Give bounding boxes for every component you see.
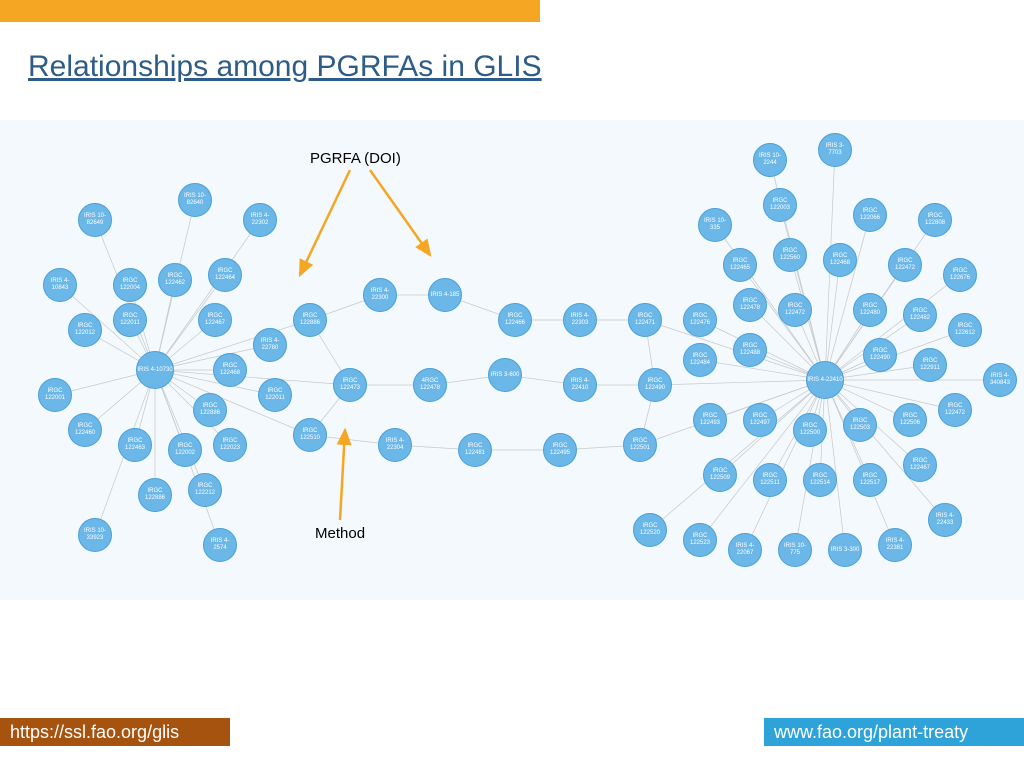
network-node: IRGC 122212 bbox=[188, 473, 222, 507]
network-node: IRGC 122500 bbox=[793, 413, 827, 447]
network-node: IRIS 10-33923 bbox=[78, 518, 112, 552]
network-node: IRGC 122472 bbox=[938, 393, 972, 427]
network-node: IRGC 122503 bbox=[843, 408, 877, 442]
network-node: IRGC 122676 bbox=[943, 258, 977, 292]
network-node: IRIS 10-335 bbox=[698, 208, 732, 242]
network-node: IRGC 122463 bbox=[118, 428, 152, 462]
network-node: IRIS 4-22381 bbox=[878, 528, 912, 562]
network-node: IRGC 122490 bbox=[638, 368, 672, 402]
footer-right-url: www.fao.org/plant-treaty bbox=[764, 718, 1024, 746]
network-node: IRGC 122001 bbox=[38, 378, 72, 412]
network-node: IRGC 122484 bbox=[683, 343, 717, 377]
network-node: IRGC 122468 bbox=[823, 243, 857, 277]
network-node: 4RGC 122478 bbox=[413, 368, 447, 402]
network-node: IRGC 122460 bbox=[68, 413, 102, 447]
network-node: IRIS 10-82649 bbox=[78, 203, 112, 237]
network-node: IRGC 122497 bbox=[743, 403, 777, 437]
network-node: IRGC 122480 bbox=[853, 293, 887, 327]
network-node: IRIS 4-22410 bbox=[563, 368, 597, 402]
network-node: IRIS 10-775 bbox=[778, 533, 812, 567]
network-node: IRIS 4-10730 bbox=[136, 351, 174, 389]
network-node: IRGC 122472 bbox=[888, 248, 922, 282]
network-node: IRGC 122471 bbox=[628, 303, 662, 337]
network-node: IRIS 4-22302 bbox=[243, 203, 277, 237]
network-node: IRGC 122012 bbox=[68, 313, 102, 347]
annotation-label: Method bbox=[315, 525, 365, 542]
network-node: IRIS 4-22300 bbox=[363, 278, 397, 312]
network-node: IRGC 122493 bbox=[693, 403, 727, 437]
network-node: IRIS 4-10843 bbox=[43, 268, 77, 302]
network-node: IRGC 122501 bbox=[623, 428, 657, 462]
network-node: IRGC 122510 bbox=[293, 418, 327, 452]
network-node: IRGC 122466 bbox=[498, 303, 532, 337]
network-node: IRGC 122002 bbox=[168, 433, 202, 467]
network-node: IRGC 122514 bbox=[803, 463, 837, 497]
network-node: IRGC 122481 bbox=[458, 433, 492, 467]
network-node: IRGC 122495 bbox=[543, 433, 577, 467]
network-node: IRGC 122488 bbox=[733, 333, 767, 367]
network-node: IRGC 122023 bbox=[213, 428, 247, 462]
network-node: IRIS 3-300 bbox=[828, 533, 862, 567]
network-node: IRGC 122509 bbox=[703, 458, 737, 492]
network-node: IRGC 122520 bbox=[633, 513, 667, 547]
network-node: IRIS 4-185 bbox=[428, 278, 462, 312]
network-node: IRIS 4-22303 bbox=[563, 303, 597, 337]
network-node: IRGC 122511 bbox=[753, 463, 787, 497]
network-node: IRIS 10-2244 bbox=[753, 143, 787, 177]
network-node: IRGC 122465 bbox=[723, 248, 757, 282]
network-node: IRIS 4-22410 bbox=[806, 361, 844, 399]
network-node: IRIS 4-22433 bbox=[928, 503, 962, 537]
network-node: IRGC 122462 bbox=[158, 263, 192, 297]
network-node: IRIS 3-600 bbox=[488, 358, 522, 392]
network-node: IRGC 122476 bbox=[683, 303, 717, 337]
network-node: IRGC 122506 bbox=[893, 403, 927, 437]
network-node: IRIS 4-340843 bbox=[983, 363, 1017, 397]
network-node: IRGC 122011 bbox=[113, 303, 147, 337]
network-node: IRGC 122468 bbox=[213, 353, 247, 387]
network-node: IRIS 4-22304 bbox=[378, 428, 412, 462]
network-node: IRGC 122004 bbox=[113, 268, 147, 302]
network-node: IRGC 122886 bbox=[193, 393, 227, 427]
network-node: IRGC 122478 bbox=[733, 288, 767, 322]
network-node: IRGC 122523 bbox=[683, 523, 717, 557]
network-node: IRGC 122464 bbox=[208, 258, 242, 292]
network-node: IRGC 122472 bbox=[778, 293, 812, 327]
network-node: IRIS 4-22780 bbox=[253, 328, 287, 362]
network-node: IRGC 122467 bbox=[903, 448, 937, 482]
network-node: IRGC 122011 bbox=[258, 378, 292, 412]
network-node: IRGC 122473 bbox=[333, 368, 367, 402]
network-node: IRIS 3-7703 bbox=[818, 133, 852, 167]
network-node: IRGC 122886 bbox=[138, 478, 172, 512]
network-diagram: IRIS 10-82649IRIS 10-82640IRIS 4-22302IR… bbox=[0, 120, 1024, 600]
network-node: IRGC 122560 bbox=[773, 238, 807, 272]
network-node: IRGC 122482 bbox=[903, 298, 937, 332]
footer-left-url: https://ssl.fao.org/glis bbox=[0, 718, 230, 746]
network-node: IRGC 122517 bbox=[853, 463, 887, 497]
network-node: IRGC 122911 bbox=[913, 348, 947, 382]
network-node: IRGC 122003 bbox=[763, 188, 797, 222]
network-node: IRGC 122490 bbox=[863, 338, 897, 372]
network-node: IRIS 4-2574 bbox=[203, 528, 237, 562]
network-node: IRGC 122612 bbox=[948, 313, 982, 347]
page-title: Relationships among PGRFAs in GLIS bbox=[28, 50, 542, 84]
network-node: IRIS 4-22067 bbox=[728, 533, 762, 567]
top-accent-bar bbox=[0, 0, 540, 22]
network-node: IRIS 10-82640 bbox=[178, 183, 212, 217]
annotation-label: PGRFA (DOI) bbox=[310, 150, 401, 167]
network-node: IRGC 122808 bbox=[918, 203, 952, 237]
network-node: IRGC 122066 bbox=[853, 198, 887, 232]
network-node: IRGC 122886 bbox=[293, 303, 327, 337]
network-node: IRGC 122467 bbox=[198, 303, 232, 337]
